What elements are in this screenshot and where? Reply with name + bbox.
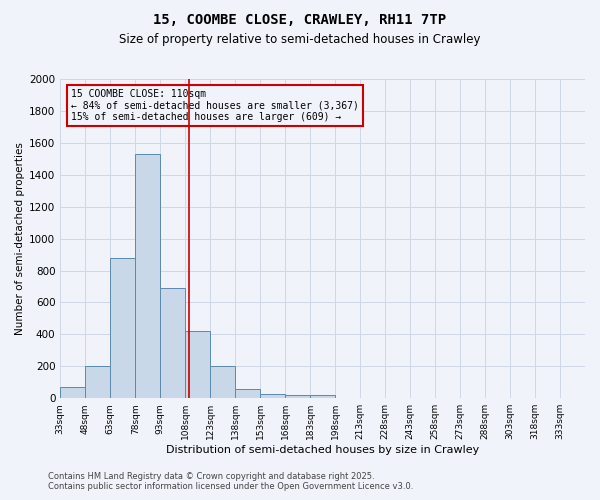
Text: 15, COOMBE CLOSE, CRAWLEY, RH11 7TP: 15, COOMBE CLOSE, CRAWLEY, RH11 7TP bbox=[154, 12, 446, 26]
Bar bbox=[60, 387, 85, 398]
Bar bbox=[310, 395, 335, 398]
Bar bbox=[285, 395, 310, 398]
Y-axis label: Number of semi-detached properties: Number of semi-detached properties bbox=[15, 142, 25, 335]
Text: Size of property relative to semi-detached houses in Crawley: Size of property relative to semi-detach… bbox=[119, 32, 481, 46]
Bar bbox=[110, 258, 135, 398]
Text: 15 COOMBE CLOSE: 110sqm
← 84% of semi-detached houses are smaller (3,367)
15% of: 15 COOMBE CLOSE: 110sqm ← 84% of semi-de… bbox=[71, 88, 359, 122]
Bar bbox=[210, 366, 235, 398]
Bar bbox=[85, 366, 110, 398]
Bar bbox=[160, 288, 185, 398]
Bar bbox=[235, 388, 260, 398]
X-axis label: Distribution of semi-detached houses by size in Crawley: Distribution of semi-detached houses by … bbox=[166, 445, 479, 455]
Text: Contains public sector information licensed under the Open Government Licence v3: Contains public sector information licen… bbox=[48, 482, 413, 491]
Bar bbox=[260, 394, 285, 398]
Bar bbox=[135, 154, 160, 398]
Bar bbox=[185, 331, 210, 398]
Text: Contains HM Land Registry data © Crown copyright and database right 2025.: Contains HM Land Registry data © Crown c… bbox=[48, 472, 374, 481]
